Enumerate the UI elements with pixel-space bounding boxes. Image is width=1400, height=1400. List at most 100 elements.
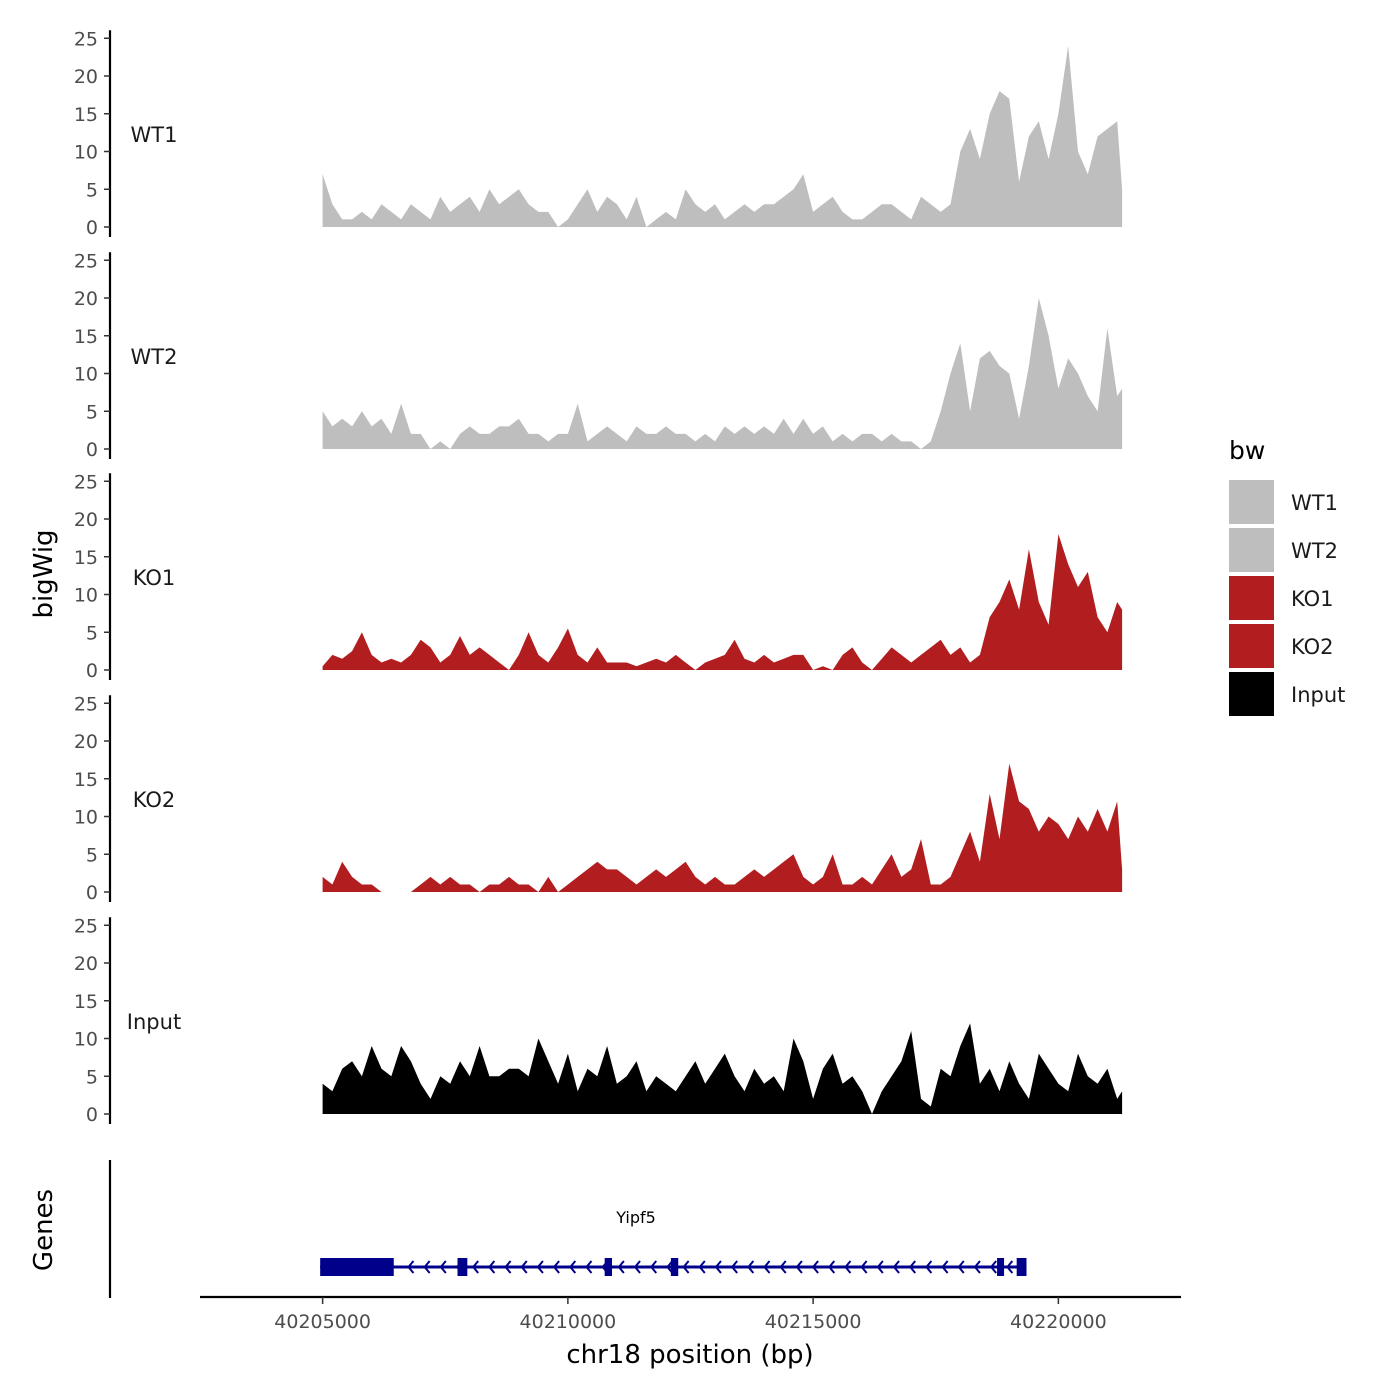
strand-arrow: [763, 1260, 771, 1274]
gene-exon: [670, 1258, 679, 1276]
y-tick-label: 25: [74, 471, 98, 493]
strand-arrow: [844, 1260, 852, 1274]
y-tick-label: 15: [74, 326, 98, 348]
track-ko1: 0 5 10 15 20 25 KO1: [74, 471, 1123, 682]
track-label-ko1: KO1: [133, 566, 176, 590]
coverage-area-wt1: [322, 45, 1123, 227]
y-tick-label: 20: [74, 731, 98, 753]
legend-label-ko2: KO2: [1291, 635, 1334, 659]
legend: bw WT1 WT2 KO1 KO2 Input: [1229, 436, 1345, 716]
strand-arrow: [747, 1260, 755, 1274]
gene-exon: [1016, 1258, 1027, 1276]
strand-arrow: [925, 1260, 933, 1274]
legend-key-ko1: [1229, 576, 1274, 620]
x-tick-label: 40220000: [1010, 1311, 1107, 1333]
y-tick-label: 5: [86, 622, 98, 644]
y-tick-label: 10: [74, 585, 98, 607]
coverage-tracks: 0 5 10 15 20 25 WT1 0 5 10 15 20 25 WT2 0 5 10 15 20 25 KO1 0…: [74, 28, 1123, 1126]
coverage-area-ko1: [322, 534, 1123, 670]
y-tick-label: 20: [74, 288, 98, 310]
strand-arrow: [957, 1260, 965, 1274]
legend-label-input: Input: [1291, 683, 1345, 707]
strand-arrow: [666, 1260, 674, 1274]
y-axis-title: bigWig: [29, 529, 59, 618]
strand-arrow: [569, 1260, 577, 1274]
strand-arrow: [520, 1260, 528, 1274]
y-tick-label: 0: [86, 660, 98, 682]
strand-arrow: [617, 1260, 625, 1274]
strand-arrow: [698, 1260, 706, 1274]
y-tick-label: 20: [74, 509, 98, 531]
strand-arrow: [795, 1260, 803, 1274]
track-ko2: 0 5 10 15 20 25 KO2: [74, 693, 1123, 904]
y-tick-label: 10: [74, 142, 98, 164]
coverage-area-wt2: [322, 298, 1123, 449]
strand-arrow: [973, 1260, 981, 1274]
strand-arrow: [423, 1260, 431, 1274]
strand-arrow: [633, 1260, 641, 1274]
y-tick-label: 10: [74, 364, 98, 386]
strand-arrow: [552, 1260, 560, 1274]
y-tick-label: 0: [86, 882, 98, 904]
track-wt2: 0 5 10 15 20 25 WT2: [74, 250, 1123, 461]
track-input: 0 5 10 15 20 25 Input: [74, 915, 1123, 1126]
strand-arrow: [876, 1260, 884, 1274]
strand-arrow: [649, 1260, 658, 1274]
gene-exon: [457, 1258, 468, 1276]
gene-exon: [604, 1258, 613, 1276]
strand-arrow: [1006, 1260, 1014, 1274]
y-tick-label: 0: [86, 1104, 98, 1126]
coverage-area-input: [322, 1023, 1123, 1114]
strand-arrow: [989, 1260, 997, 1274]
legend-title: bw: [1229, 436, 1265, 465]
y-tick-label: 25: [74, 693, 98, 715]
strand-arrow: [941, 1260, 949, 1274]
y-tick-label: 5: [86, 401, 98, 423]
y-tick-label: 20: [74, 953, 98, 975]
legend-key-ko2: [1229, 624, 1274, 668]
track-wt1: 0 5 10 15 20 25 WT1: [74, 28, 1123, 239]
y-tick-label: 25: [74, 915, 98, 937]
y-tick-label: 25: [74, 250, 98, 272]
strand-arrow: [714, 1260, 722, 1274]
strand-arrow: [828, 1260, 836, 1274]
gene-exon: [997, 1258, 1005, 1276]
strand-arrow: [536, 1260, 544, 1274]
coverage-area-ko2: [322, 763, 1123, 892]
y-tick-label: 15: [74, 769, 98, 791]
y-tick-label: 20: [74, 66, 98, 88]
y-tick-label: 5: [86, 1066, 98, 1088]
strand-arrow: [504, 1260, 512, 1274]
strand-arrow: [811, 1260, 819, 1274]
gene-panel-title: Genes: [29, 1189, 59, 1271]
x-tick-label: 40210000: [520, 1311, 617, 1333]
y-tick-label: 0: [86, 217, 98, 239]
gene-exon: [320, 1258, 394, 1276]
legend-label-wt2: WT2: [1291, 539, 1338, 563]
legend-key-input: [1229, 672, 1274, 716]
strand-arrow: [779, 1260, 787, 1274]
gene-panel: Yipf5: [108, 1160, 1027, 1298]
strand-arrow: [585, 1260, 593, 1274]
x-axis: 40205000 40210000 40215000 40220000: [200, 1295, 1181, 1333]
y-tick-label: 15: [74, 991, 98, 1013]
track-label-input: Input: [127, 1010, 181, 1034]
x-tick-label: 40215000: [765, 1311, 862, 1333]
y-tick-label: 5: [86, 179, 98, 201]
track-label-ko2: KO2: [133, 788, 176, 812]
gene-name-label: Yipf5: [615, 1208, 656, 1227]
strand-arrow: [488, 1260, 496, 1274]
legend-label-ko1: KO1: [1291, 587, 1334, 611]
y-tick-label: 10: [74, 1029, 98, 1051]
track-label-wt1: WT1: [131, 123, 178, 147]
strand-arrow: [471, 1260, 479, 1274]
legend-label-wt1: WT1: [1291, 491, 1338, 515]
strand-arrow: [730, 1260, 738, 1274]
y-tick-label: 5: [86, 844, 98, 866]
y-tick-label: 10: [74, 807, 98, 829]
track-label-wt2: WT2: [131, 345, 178, 369]
strand-arrow: [860, 1260, 868, 1274]
x-axis-title: chr18 position (bp): [566, 1340, 813, 1370]
strand-arrow: [908, 1260, 917, 1274]
